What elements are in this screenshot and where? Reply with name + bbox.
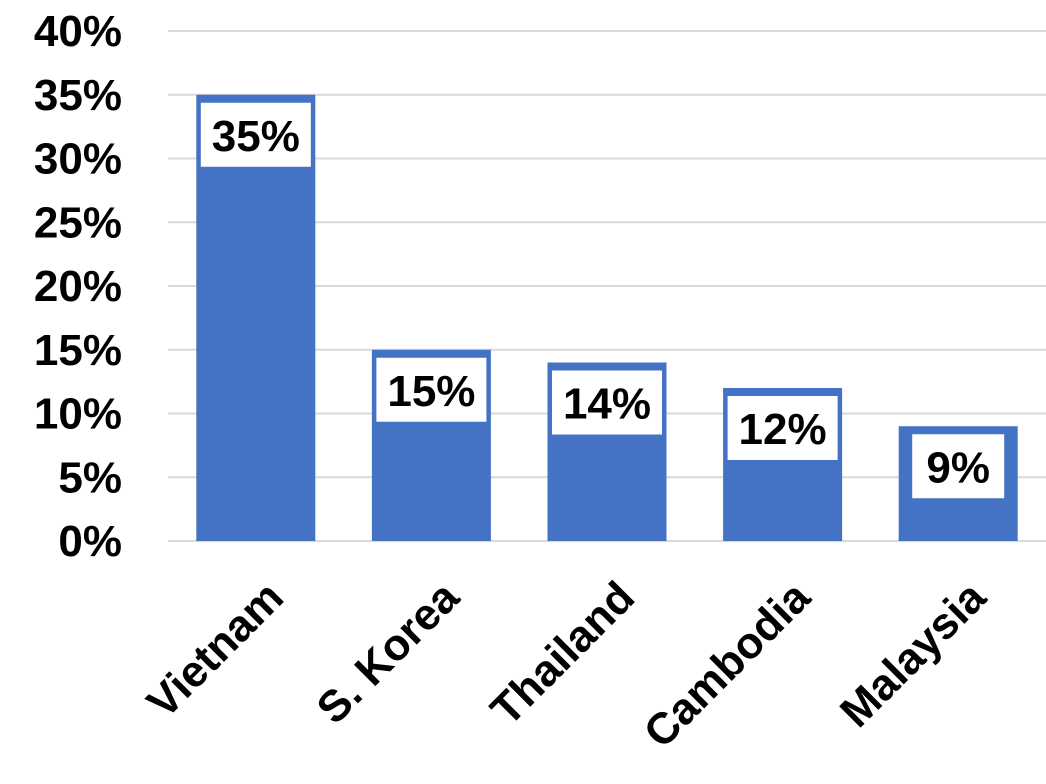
x-category-label: Cambodia <box>635 572 820 757</box>
data-label: 12% <box>727 396 838 460</box>
y-tick-label: 30% <box>34 135 122 184</box>
data-label: 9% <box>912 434 1005 499</box>
data-label-box <box>727 396 838 460</box>
x-category-label: Thailand <box>482 572 645 735</box>
y-tick-label: 0% <box>58 517 122 566</box>
data-label: 15% <box>376 357 487 422</box>
y-tick-label: 25% <box>34 198 122 247</box>
bars <box>196 94 1018 541</box>
y-tick-label: 35% <box>34 71 122 120</box>
data-label-box <box>912 434 1005 499</box>
y-tick-label: 40% <box>34 7 122 56</box>
data-label-text: 35% <box>212 112 300 161</box>
data-label: 14% <box>552 370 662 435</box>
y-tick-label: 15% <box>34 326 122 375</box>
data-label-box <box>552 370 662 435</box>
data-label-box <box>376 357 487 422</box>
x-category-label: Vietnam <box>138 572 293 727</box>
data-label: 35% <box>200 102 311 167</box>
x-category-label: Malaysia <box>831 572 996 737</box>
x-category-label: S. Korea <box>308 572 469 733</box>
data-label-text: 12% <box>739 405 827 454</box>
data-label-text: 9% <box>926 443 990 492</box>
data-label-text: 14% <box>563 380 651 429</box>
y-tick-label: 20% <box>34 262 122 311</box>
data-labels: 35% 15% 14% 12% 9% <box>200 102 1005 499</box>
y-axis-ticks: 0% 5% 10% 15% 20% 25% 30% 35% 40% <box>34 7 122 566</box>
y-tick-label: 10% <box>34 390 122 439</box>
y-tick-label: 5% <box>58 453 122 502</box>
data-label-text: 15% <box>387 367 475 416</box>
data-label-box <box>200 102 311 167</box>
bar-vietnam <box>196 94 316 541</box>
